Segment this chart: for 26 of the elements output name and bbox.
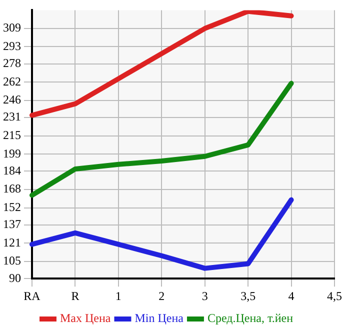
y-tick-label: 168 (3, 182, 21, 196)
y-tick-label: 105 (3, 254, 21, 268)
x-tick-label: 4,5 (327, 288, 342, 303)
y-tick-label: 246 (3, 92, 21, 107)
legend-label: Min Цена (134, 311, 184, 326)
x-tick-label: RA (24, 288, 41, 303)
legend-label: Сред.Цена, т.йен (207, 311, 294, 326)
x-tick-label: 1 (115, 288, 122, 303)
y-tick-label: 152 (3, 200, 21, 214)
y-tick-label: 199 (3, 146, 21, 160)
x-tick-label: R (71, 288, 80, 303)
y-tick-label: 215 (3, 128, 21, 142)
y-tick-label: 137 (3, 217, 21, 232)
y-tick-label: 184 (3, 163, 21, 178)
y-tick-label: 90 (9, 270, 21, 285)
x-tick-label: 3,5 (240, 288, 256, 303)
x-tick-label: 4 (288, 288, 294, 303)
y-tick-label: 231 (3, 110, 21, 124)
x-tick-label: 3 (202, 288, 208, 303)
legend-label: Max Цена (60, 311, 112, 326)
y-tick-label: 121 (3, 235, 21, 250)
y-tick-label: 278 (3, 56, 21, 70)
y-tick-label: 293 (3, 38, 21, 53)
y-tick-label: 262 (3, 74, 21, 88)
y-tick-label: 309 (3, 20, 21, 35)
x-tick-label: 2 (158, 288, 165, 303)
